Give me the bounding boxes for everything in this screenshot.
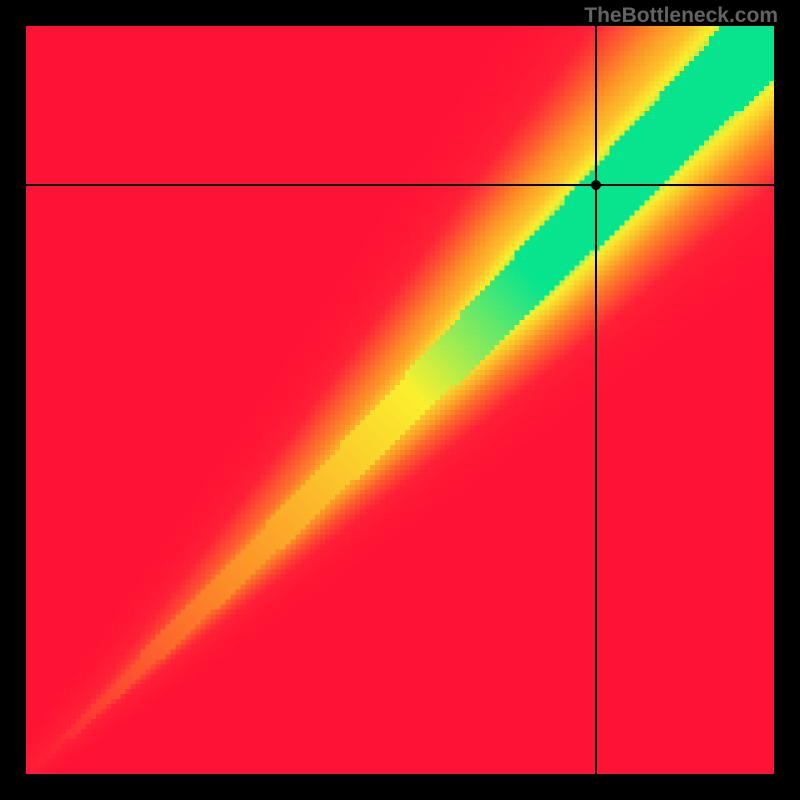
crosshair-marker bbox=[591, 180, 601, 190]
watermark-label: TheBottleneck.com bbox=[584, 4, 778, 28]
crosshair-vertical bbox=[595, 26, 597, 774]
heatmap-plot bbox=[26, 26, 774, 774]
crosshair-horizontal bbox=[26, 184, 774, 186]
chart-frame: TheBottleneck.com bbox=[0, 0, 800, 800]
heatmap-canvas bbox=[26, 26, 774, 774]
